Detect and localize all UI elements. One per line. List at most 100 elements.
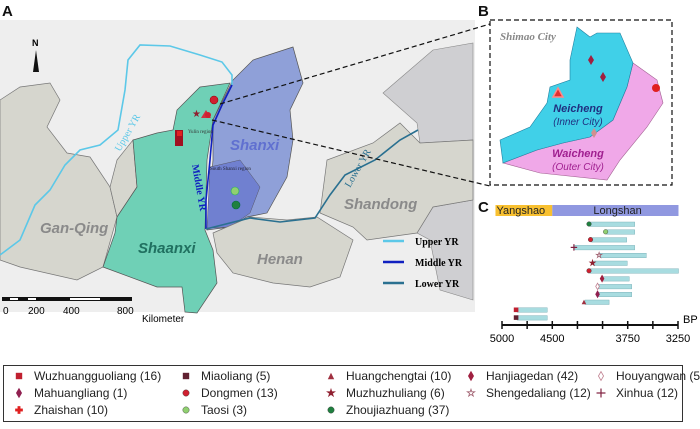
diamond-icon <box>467 370 475 382</box>
legend-item: Muzhuzhuliang (6) <box>324 386 445 400</box>
circle-icon <box>182 389 190 397</box>
date-range-bar <box>599 252 647 258</box>
province-gan-qing <box>0 82 118 281</box>
x-tick-label: 3750 <box>615 333 639 345</box>
date-range-bar <box>589 268 679 274</box>
triangle-icon <box>327 372 335 380</box>
legend-lower-yr-label: Lower YR <box>415 279 460 290</box>
cross-icon <box>570 244 578 251</box>
legend-item: Mahuangliang (1) <box>12 386 127 400</box>
legend-item: Zhoujiazhuang (37) <box>324 403 449 417</box>
legend-label: Muzhuzhuliang (6) <box>346 386 445 400</box>
x-tick-label: 3250 <box>666 333 690 345</box>
zoom-line-top <box>219 23 491 105</box>
scale-unit: Kilometer <box>142 314 185 325</box>
legend-label: Shengedaliang (12) <box>486 386 591 400</box>
river-middle-yr <box>205 84 233 229</box>
inset-diamond-marker <box>588 55 594 65</box>
label-shandong: Shandong <box>344 196 417 213</box>
date-range-bar <box>593 260 628 266</box>
site-taosi-marker <box>230 186 240 196</box>
date-range-bar <box>516 307 548 313</box>
province-shandong <box>319 122 474 241</box>
cross-icon <box>15 406 23 414</box>
date-range-bar <box>598 292 632 297</box>
circle-icon <box>182 389 190 397</box>
legend-item: Taosi (3) <box>179 403 247 417</box>
site-legend: Wuzhuangguoliang (16) Miaoliang (5) Huangc… <box>3 365 700 422</box>
circle-icon <box>327 406 335 414</box>
circle-icon <box>588 237 594 243</box>
cross-thin-icon <box>596 388 606 398</box>
inset-diamond-marker <box>591 128 597 138</box>
legend-upper-yr-label: Upper YR <box>415 237 459 248</box>
period-bar-longshan <box>552 205 679 216</box>
legend-item: Hanjiagedan (42) <box>464 369 578 383</box>
x-axis-label: BP <box>683 314 698 326</box>
date-range-bar <box>584 299 610 305</box>
diamond-icon <box>467 370 475 382</box>
inset-title: Shimao City <box>500 31 556 43</box>
site-star-marker: ★ <box>192 109 201 120</box>
date-range-bar <box>602 276 630 282</box>
inset-diamond-marker <box>600 72 606 82</box>
triangle-icon <box>327 372 335 380</box>
star-icon <box>595 251 604 259</box>
figure: A B C Upper YR Middle YR Lower YR Gan-Qi… <box>0 3 698 345</box>
legend-middle-yr-label: Middle YR <box>415 258 463 269</box>
circle-icon <box>586 268 592 274</box>
star-icon <box>326 387 336 398</box>
legend-label: Taosi (3) <box>201 403 248 417</box>
inset-triangle-marker <box>551 86 565 98</box>
diamond-icon <box>595 290 600 299</box>
circle-icon <box>182 406 190 414</box>
square-icon <box>513 307 519 313</box>
north-arrow: N <box>32 38 39 72</box>
diamond-icon <box>15 387 23 399</box>
star-icon <box>588 258 597 267</box>
river-lower-yr <box>205 129 419 230</box>
label-shanxi: Shanxi <box>230 137 280 154</box>
panel-label-a: A <box>2 3 13 20</box>
legend-label: Huangchengtai (10) <box>346 369 452 383</box>
diamond-icon <box>15 387 23 399</box>
neicheng-sub-label: (Inner City) <box>553 117 602 128</box>
legend-label: Xinhua (12) <box>616 386 679 400</box>
star-icon <box>466 387 476 398</box>
circle-icon <box>586 221 592 227</box>
label-henan: Henan <box>257 251 303 268</box>
diamond-icon <box>595 282 600 291</box>
legend-item: Wuzhuangguoliang (16) <box>12 369 161 383</box>
legend-item: Dongmen (13) <box>179 386 278 400</box>
cross-icon <box>596 388 606 398</box>
diamond-icon <box>599 274 605 283</box>
period-label: Yangshao <box>496 205 545 217</box>
square-icon <box>15 372 23 380</box>
province-henan <box>212 216 354 288</box>
circle-icon <box>327 406 335 414</box>
map-sites: ★ <box>175 95 241 210</box>
legend-item: Huangchengtai (10) <box>324 369 451 383</box>
diamond-outline-icon <box>597 370 605 382</box>
scale-tick: 0 <box>3 306 9 317</box>
date-range-bar <box>598 284 632 290</box>
inset-circle-marker <box>652 84 660 92</box>
scale-tick: 800 <box>117 306 134 317</box>
label-yulin-region: Yulin region <box>188 130 213 135</box>
period-label: Longshan <box>593 205 641 217</box>
square-icon <box>15 372 23 380</box>
x-tick-label: 4500 <box>540 333 564 345</box>
legend-label: Dongmen (13) <box>201 386 278 400</box>
site-cross-marker <box>177 131 182 136</box>
cross-icon <box>15 406 23 414</box>
waicheng-sub-label: (Outer City) <box>552 162 604 173</box>
date-range-bar <box>574 245 635 251</box>
legend-label: Mahuangliang (1) <box>34 386 128 400</box>
legend-label: Miaoliang (5) <box>201 369 271 383</box>
site-circle-marker <box>205 112 211 118</box>
river-upper-yr <box>0 44 233 256</box>
inset-panel: Shimao City Neicheng (Inner City) Waiche… <box>489 19 673 186</box>
square-icon <box>513 315 519 320</box>
date-range-bar <box>591 237 627 243</box>
square-icon <box>182 372 190 380</box>
